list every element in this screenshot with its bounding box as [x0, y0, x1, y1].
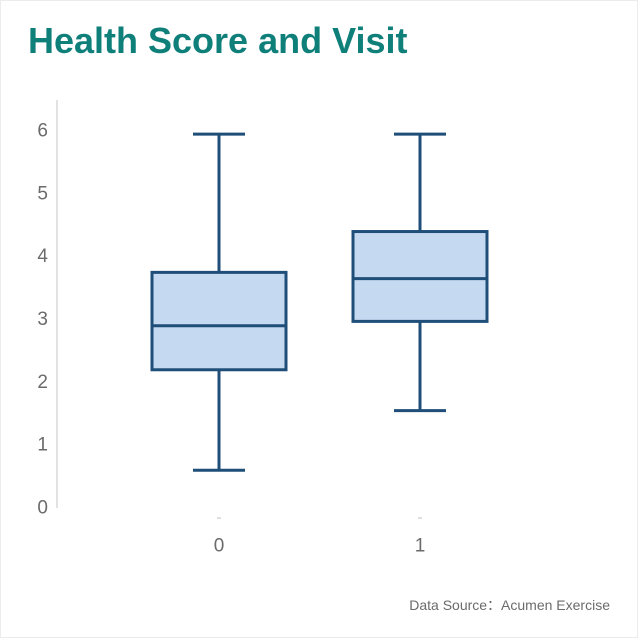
y-axis-ticks: 0 1 2 3 4 5 6 [37, 121, 48, 519]
box-1 [351, 132, 489, 413]
x-tick-label-1: 1 [415, 536, 426, 557]
box-0 [150, 132, 288, 472]
y-tick-label-2: 2 [37, 372, 48, 393]
chart-title: Health Score and Visit [28, 20, 408, 61]
y-tick-label-5: 5 [37, 183, 48, 204]
iqr-box-0 [150, 270, 288, 372]
x-tick-label-0: 0 [214, 536, 225, 557]
y-tick-label-3: 3 [37, 309, 48, 330]
y-tick-label-1: 1 [37, 435, 48, 456]
y-tick-label-0: 0 [37, 498, 48, 519]
data-source-note: Data Source：Acumen Exercise [409, 597, 610, 613]
iqr-box-1 [351, 230, 489, 323]
y-tick-label-6: 6 [37, 121, 48, 142]
y-tick-label-4: 4 [37, 246, 48, 267]
boxplot-boxes [150, 132, 489, 472]
